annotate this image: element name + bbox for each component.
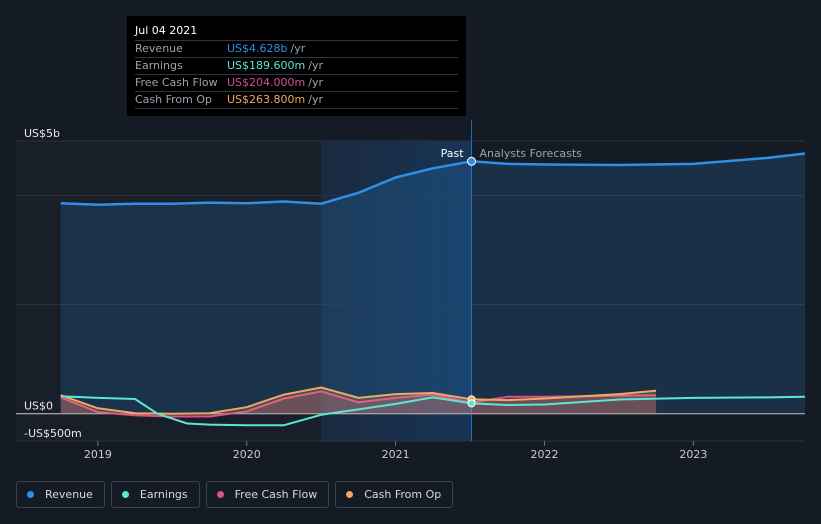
tooltip-unit: /yr bbox=[308, 59, 323, 72]
tooltip-value: US$204.000m bbox=[227, 76, 306, 89]
x-tick-label: 2022 bbox=[530, 448, 558, 461]
legend-label: Free Cash Flow bbox=[234, 488, 318, 501]
legend-item-revenue[interactable]: Revenue bbox=[16, 481, 105, 508]
tooltip-value: US$4.628b bbox=[227, 42, 288, 55]
x-tick-label: 2020 bbox=[233, 448, 261, 461]
plot-background bbox=[16, 141, 322, 441]
highlight-band bbox=[321, 141, 472, 441]
tooltip-label: Earnings bbox=[135, 59, 183, 72]
cash-from-op-area bbox=[60, 387, 657, 414]
y-tick-label: US$5b bbox=[24, 127, 60, 140]
chart-legend: Revenue Earnings Free Cash Flow Cash Fro… bbox=[16, 481, 454, 508]
x-tick-label: 2021 bbox=[382, 448, 410, 461]
tooltip-label: Free Cash Flow bbox=[135, 76, 218, 89]
revenue-area bbox=[60, 153, 805, 414]
legend-item-free-cash-flow[interactable]: Free Cash Flow bbox=[205, 481, 330, 508]
tooltip-row-earnings: Earnings US$189.600m /yr bbox=[135, 58, 458, 75]
x-tick-label: 2019 bbox=[84, 448, 112, 461]
past-label: Past bbox=[441, 147, 465, 160]
revenue-line bbox=[60, 152, 806, 207]
revenue-marker bbox=[467, 156, 477, 166]
forecast-label: Analysts Forecasts bbox=[480, 147, 583, 160]
earnings-marker bbox=[467, 399, 476, 408]
tooltip-value: US$263.800m bbox=[227, 93, 306, 106]
tooltip-unit: /yr bbox=[308, 93, 323, 106]
free-cash-flow-line bbox=[60, 390, 657, 418]
tooltip-label: Cash From Op bbox=[135, 93, 213, 106]
earnings-line bbox=[60, 395, 806, 427]
y-tick-label: US$0 bbox=[24, 400, 53, 413]
tooltip-unit: /yr bbox=[308, 76, 323, 89]
tooltip-row-cash-from-op: Cash From Op US$263.800m /yr bbox=[135, 92, 458, 109]
legend-label: Earnings bbox=[139, 488, 188, 501]
tooltip-label: Revenue bbox=[135, 42, 183, 55]
cash-from-op-line bbox=[60, 386, 657, 415]
tooltip-row-revenue: Revenue US$4.628b /yr bbox=[135, 41, 458, 58]
tooltip-row-free-cash-flow: Free Cash Flow US$204.000m /yr bbox=[135, 75, 458, 92]
x-tick-label: 2023 bbox=[679, 448, 707, 461]
chart-tooltip: Jul 04 2021 Revenue US$4.628b /yr Earnin… bbox=[127, 16, 466, 116]
legend-item-cash-from-op[interactable]: Cash From Op bbox=[335, 481, 454, 508]
cash-from-op-dot-icon bbox=[346, 491, 354, 498]
revenue-dot-icon bbox=[27, 491, 34, 498]
legend-item-earnings[interactable]: Earnings bbox=[110, 481, 200, 508]
tooltip-date: Jul 04 2021 bbox=[135, 22, 458, 41]
legend-label: Revenue bbox=[45, 488, 93, 501]
tooltip-unit: /yr bbox=[290, 42, 306, 55]
tooltip-value: US$189.600m bbox=[227, 59, 306, 72]
earnings-dot-icon bbox=[121, 491, 129, 498]
free-cash-flow-dot-icon bbox=[216, 491, 224, 498]
legend-label: Cash From Op bbox=[364, 488, 442, 501]
y-tick-label: -US$500m bbox=[24, 427, 82, 440]
